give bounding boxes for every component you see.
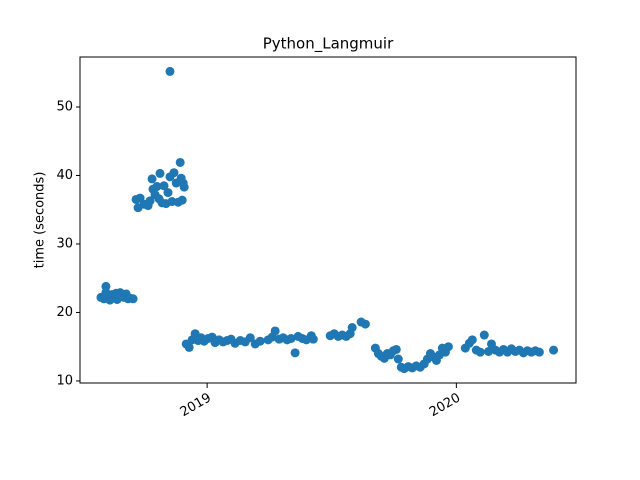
chart-title: Python_Langmuir xyxy=(263,35,394,54)
point xyxy=(177,195,187,205)
point xyxy=(145,196,155,206)
y-tick-label: 10 xyxy=(56,373,73,388)
point xyxy=(101,288,111,298)
y-tick-label: 20 xyxy=(56,305,73,320)
point xyxy=(286,333,296,343)
point xyxy=(270,326,280,336)
point xyxy=(155,168,165,178)
y-axis-label: time (seconds) xyxy=(33,172,48,269)
point xyxy=(360,319,370,329)
point xyxy=(308,334,318,344)
point xyxy=(184,342,194,352)
point xyxy=(255,336,265,346)
point xyxy=(159,181,169,191)
point xyxy=(479,330,489,340)
point xyxy=(112,294,122,304)
y-tick-label: 30 xyxy=(56,236,73,251)
point xyxy=(467,335,477,345)
point xyxy=(175,157,185,167)
point xyxy=(443,342,453,352)
point xyxy=(484,346,494,356)
point xyxy=(534,347,544,357)
point xyxy=(245,333,255,343)
point xyxy=(165,66,175,76)
point xyxy=(147,174,157,184)
point xyxy=(290,348,300,358)
point xyxy=(391,344,401,354)
point xyxy=(152,181,162,191)
point xyxy=(393,354,403,364)
point xyxy=(178,178,188,188)
point xyxy=(549,345,559,355)
plot-frame xyxy=(79,56,577,384)
point xyxy=(101,281,111,291)
y-tick-label: 50 xyxy=(56,99,73,114)
point xyxy=(475,347,485,357)
point xyxy=(163,188,173,198)
point xyxy=(347,323,357,333)
point xyxy=(128,294,138,304)
y-tick-label: 40 xyxy=(56,168,73,183)
point xyxy=(169,168,179,178)
